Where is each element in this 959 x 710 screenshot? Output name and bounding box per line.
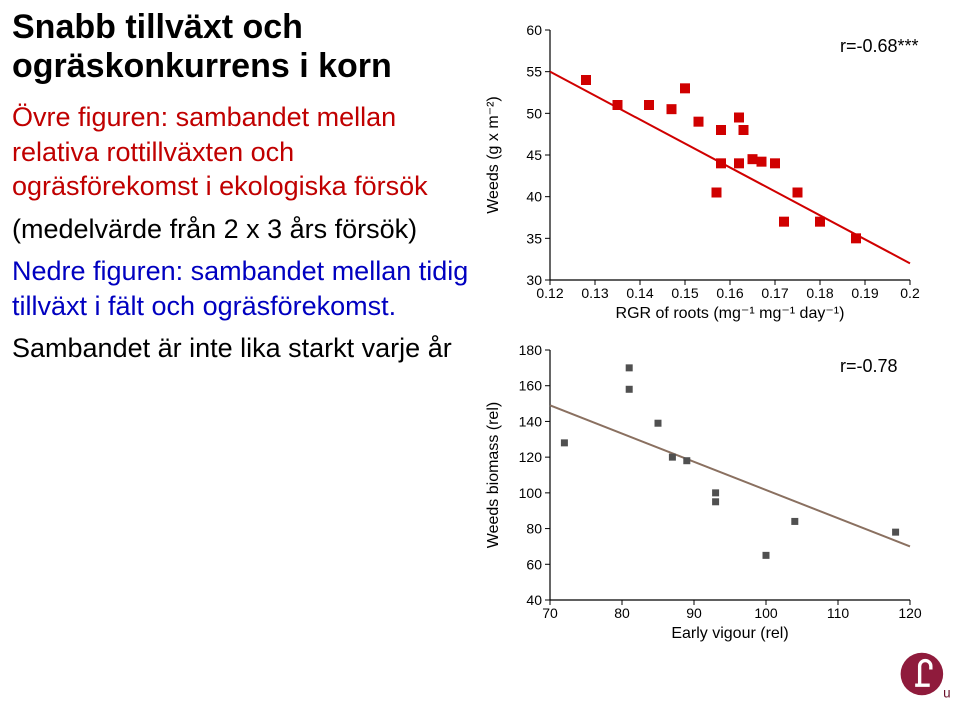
chart-top-xtick-label: 0.19: [851, 285, 878, 301]
chart-top-point: [770, 158, 780, 168]
chart-bottom-point: [712, 498, 719, 505]
chart-top-point: [712, 188, 722, 198]
chart-bottom-ylabel: Weeds biomass (rel): [485, 402, 502, 548]
chart-top-point: [716, 158, 726, 168]
chart-top-point: [680, 83, 690, 93]
chart-bottom-xlabel: Early vigour (rel): [671, 625, 788, 642]
chart-top-point: [739, 125, 749, 135]
chart-bottom-fit-line: [550, 405, 910, 546]
chart-top-xtick-label: 0.14: [626, 285, 653, 301]
chart-bottom-ytick-label: 160: [519, 378, 543, 394]
chart-top-point: [694, 117, 704, 127]
chart-top-point: [793, 188, 803, 198]
text-column: Snabb tillväxt och ogräskonkurrens i kor…: [12, 8, 472, 374]
brand-logo: u: [895, 646, 951, 702]
chart-bottom-xtick-label: 70: [542, 605, 558, 621]
chart-bottom-ytick-label: 100: [519, 485, 543, 501]
paragraph-1: Övre figuren: sambandet mellan relativa …: [12, 100, 472, 204]
chart-bottom-ytick-label: 60: [526, 556, 542, 572]
paragraph-3: Nedre figuren: sambandet mellan tidig ti…: [12, 254, 472, 323]
chart-bottom-ytick-label: 140: [519, 413, 543, 429]
chart-bottom-point: [791, 518, 798, 525]
chart-top-point: [748, 154, 758, 164]
chart-bottom-xtick-label: 100: [754, 605, 778, 621]
chart-top-ytick-label: 45: [526, 147, 542, 163]
chart-top-point: [613, 100, 623, 110]
chart-top-ytick-label: 40: [526, 189, 542, 205]
chart-bottom-ytick-label: 120: [519, 449, 543, 465]
chart-bottom-xtick-label: 120: [898, 605, 922, 621]
chart-bottom-point: [561, 439, 568, 446]
chart-bottom-ytick-label: 180: [519, 342, 543, 358]
chart-bottom-xtick-label: 80: [614, 605, 630, 621]
chart-top-ytick-label: 55: [526, 64, 542, 80]
chart-bottom-ytick-label: 40: [526, 592, 542, 608]
chart-bottom-xtick-label: 110: [827, 605, 850, 621]
chart-bottom: 40 60 80 100 120 140 160 180 70 80 90 100 110 120 Earl…: [485, 342, 922, 642]
chart-bottom-point: [892, 529, 899, 536]
chart-top-point: [667, 104, 677, 114]
chart-top-point: [644, 100, 654, 110]
chart-top-r-label: r=-0.68***: [840, 36, 919, 56]
chart-bottom-point: [712, 489, 719, 496]
svg-text:u: u: [943, 686, 950, 701]
chart-top-xlabel: RGR of roots (mg⁻¹ mg⁻¹ day⁻¹): [616, 305, 845, 322]
chart-top-ytick-label: 50: [526, 105, 542, 121]
chart-top-point: [815, 217, 825, 227]
chart-top-ylabel: Weeds (g x m⁻²): [485, 96, 502, 214]
chart-bottom-point: [626, 386, 633, 393]
charts-area: 303540455055600.120.130.140.150.160.170.…: [470, 20, 926, 646]
chart-bottom-point: [763, 552, 770, 559]
chart-top-xtick-label: 0.18: [806, 285, 833, 301]
chart-top: 303540455055600.120.130.140.150.160.170.…: [485, 22, 920, 322]
chart-top-xtick-label: 0.2: [900, 285, 920, 301]
chart-bottom-point: [655, 420, 662, 427]
chart-top-ytick-label: 35: [526, 230, 542, 246]
chart-bottom-ytick-label: 80: [526, 521, 542, 537]
chart-bottom-r-label: r=-0.78: [840, 356, 898, 376]
chart-top-point: [779, 217, 789, 227]
chart-top-xtick-label: 0.12: [536, 285, 563, 301]
chart-top-xtick-label: 0.16: [716, 285, 743, 301]
chart-top-ytick-label: 60: [526, 22, 542, 38]
chart-bottom-point: [669, 454, 676, 461]
chart-top-xtick-label: 0.13: [581, 285, 608, 301]
chart-bottom-point: [683, 457, 690, 464]
page-title: Snabb tillväxt och ogräskonkurrens i kor…: [12, 8, 472, 86]
chart-top-point: [734, 113, 744, 123]
chart-top-point: [581, 75, 591, 85]
chart-top-point: [734, 158, 744, 168]
chart-top-xtick-label: 0.15: [671, 285, 698, 301]
chart-top-point: [716, 125, 726, 135]
chart-top-point: [851, 233, 861, 243]
paragraph-2: (medelvärde från 2 x 3 års försök): [12, 212, 472, 247]
chart-bottom-xtick-label: 90: [686, 605, 702, 621]
paragraph-4: Sambandet är inte lika starkt varje år: [12, 331, 472, 366]
chart-bottom-point: [626, 364, 633, 371]
chart-top-point: [757, 157, 767, 167]
chart-top-xtick-label: 0.17: [761, 285, 788, 301]
